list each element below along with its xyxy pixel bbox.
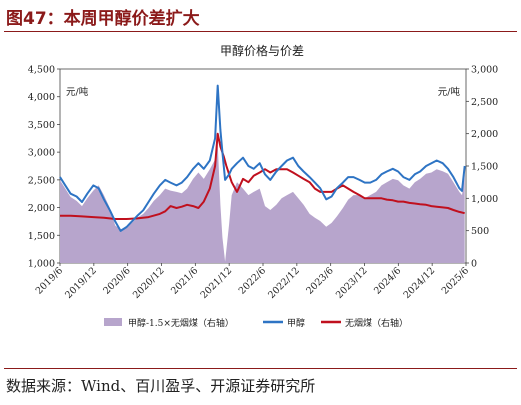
x-tick-label: 2024/6 [372, 265, 403, 296]
y-left-tick-label: 3,000 [28, 148, 55, 159]
x-tick-label: 2020/12 [131, 265, 167, 301]
x-tick-label: 2021/6 [169, 265, 200, 296]
y-left-unit: 元/吨 [66, 86, 89, 98]
x-tick-label: 2021/12 [199, 265, 235, 301]
y-left-tick-label: 4,500 [28, 65, 55, 76]
methanol-line [59, 84, 466, 232]
coal-line [60, 132, 465, 220]
y-left-tick-label: 1,000 [28, 259, 55, 270]
y-left-tick-label: 2,000 [28, 203, 55, 214]
x-tick-label: 2019/6 [34, 265, 65, 296]
y-left-tick-label: 1,500 [28, 231, 55, 242]
source-rule [4, 368, 517, 369]
x-tick-label: 2022/12 [266, 265, 302, 301]
x-tick-label: 2025/6 [440, 265, 471, 296]
y-left-tick-label: 2,500 [28, 175, 55, 186]
y-right-tick-label: 2,000 [471, 129, 498, 140]
x-tick-label: 2023/6 [304, 265, 335, 296]
title-rule [4, 31, 517, 32]
legend-coal-label: 无烟煤（右轴） [345, 317, 408, 329]
x-tick-label: 2019/12 [63, 265, 99, 301]
chart-title: 甲醇价格与价差 [220, 43, 304, 58]
y-right-tick-label: 3,000 [471, 65, 498, 76]
spread-area [60, 143, 465, 263]
legend-spread-swatch [104, 318, 122, 326]
y-left-tick-label: 3,500 [28, 120, 55, 131]
x-tick-label: 2023/12 [334, 265, 370, 301]
y-left-tick-label: 4,000 [28, 92, 55, 103]
chart: 甲醇价格与价差 1,000 1,500 2,000 2,500 3,000 3,500 4,… [28, 43, 498, 330]
plot-area: 1,000 1,500 2,000 2,500 3,000 3,500 4,000 4,500… [28, 65, 498, 330]
source-note: 数据来源：Wind、百川盈孚、开源证券研究所 [6, 377, 316, 395]
y-right-tick-label: 2,500 [471, 97, 498, 108]
x-tick-label: 2022/6 [237, 265, 268, 296]
y-right-tick-label: 1,500 [471, 162, 498, 173]
figure-title: 图47：本周甲醇价差扩大 [6, 9, 200, 29]
y-right-tick-label: 0 [471, 259, 477, 270]
y-right-tick-label: 500 [471, 226, 489, 237]
y-right-tick-label: 1,000 [471, 194, 498, 205]
x-tick-label: 2024/12 [402, 265, 438, 301]
y-right-unit: 元/吨 [438, 86, 461, 98]
legend-methanol-label: 甲醇 [287, 317, 305, 329]
x-tick-label: 2020/6 [101, 265, 132, 296]
legend-spread-label: 甲醇-1.5×无烟煤（右轴） [128, 317, 234, 329]
